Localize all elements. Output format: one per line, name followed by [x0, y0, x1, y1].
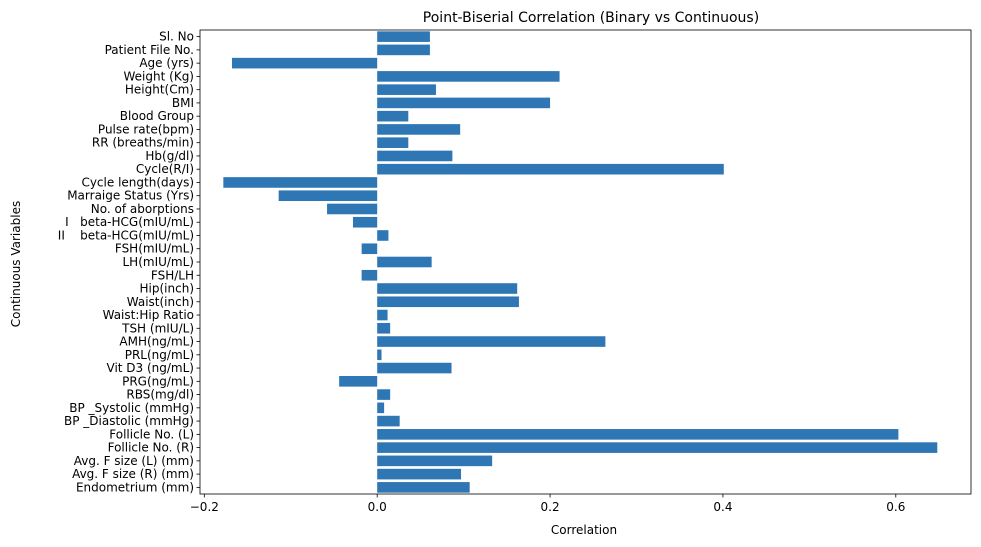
bar-5	[377, 97, 551, 109]
y-tick-label: Avg. F size (R) (mm)	[72, 467, 194, 481]
bar-23	[377, 336, 606, 347]
y-tick-label: Vit D3 (ng/mL)	[107, 361, 195, 375]
y-tick-label: AMH(ng/mL)	[119, 335, 194, 349]
bar-11	[223, 177, 378, 188]
y-tick-label: RBS(mg/dl)	[126, 388, 194, 402]
y-tick-label: Endometrium (mm)	[76, 480, 194, 494]
y-tick-label: BP _Diastolic (mmHg)	[64, 414, 194, 428]
bar-17	[377, 256, 432, 268]
bar-20	[377, 296, 519, 308]
bar-34	[377, 482, 470, 493]
bar-26	[339, 376, 378, 387]
y-tick-label: LH(mIU/mL)	[122, 255, 194, 269]
bar-3	[377, 71, 560, 82]
bar-16	[361, 243, 378, 255]
x-tick-label: 0.6	[886, 500, 905, 514]
x-tick-label: 0.0	[368, 500, 387, 514]
bars-layer	[223, 31, 938, 493]
y-tick-label: Follicle No. (R)	[108, 441, 194, 455]
y-tick-label: II beta-HCG(mIU/mL)	[58, 228, 194, 242]
x-tick-label: −0.2	[190, 500, 219, 514]
x-axis: −0.2 0.0 0.2 0.4 0.6	[190, 494, 905, 514]
y-tick-label: Cycle(R/I)	[136, 162, 194, 176]
y-tick-label: Sl. No	[159, 30, 194, 44]
y-tick-label: Follicle No. (L)	[109, 427, 194, 441]
y-tick-label: Marraige Status (Yrs)	[67, 189, 194, 203]
bar-19	[377, 283, 518, 294]
bar-30	[377, 429, 899, 440]
bar-25	[377, 362, 452, 374]
y-axis-title: Continuous Variables	[9, 201, 23, 327]
bar-31	[377, 442, 938, 453]
bar-29	[377, 415, 400, 427]
y-tick-label: PRL(ng/mL)	[125, 348, 194, 362]
y-tick-label: FSH/LH	[151, 268, 194, 282]
bar-24	[377, 349, 382, 361]
plot-frame	[199, 29, 972, 495]
bar-12	[278, 190, 378, 202]
bar-1	[377, 44, 430, 56]
y-tick-label: Patient File No.	[105, 43, 194, 57]
chart-title: Point-Biserial Correlation (Binary vs Co…	[423, 10, 759, 26]
bar-7	[377, 124, 461, 135]
bar-14	[352, 216, 378, 228]
bar-27	[377, 389, 391, 400]
bar-4	[377, 84, 436, 95]
bar-10	[377, 163, 724, 175]
y-tick-label: Hb(g/dl)	[145, 149, 194, 163]
bar-22	[377, 322, 391, 334]
bar-32	[377, 455, 493, 467]
y-tick-label: PRG(ng/mL)	[122, 374, 194, 388]
bar-21	[377, 309, 388, 321]
plot-border	[199, 29, 972, 495]
bar-9	[377, 150, 453, 162]
x-axis-title: Correlation	[551, 523, 617, 537]
y-tick-label: Height(Cm)	[125, 83, 194, 97]
bar-18	[361, 269, 378, 281]
y-tick-label: FSH(mIU/mL)	[115, 242, 194, 256]
y-tick-label: Age (yrs)	[139, 56, 194, 70]
bar-8	[377, 137, 409, 148]
bar-15	[377, 230, 389, 241]
x-tick-label: 0.4	[713, 500, 732, 514]
y-tick-label: BMI	[172, 96, 194, 110]
y-tick-label: No. of aborptions	[91, 202, 194, 216]
bar-2	[231, 57, 378, 69]
y-tick-label: Blood Group	[120, 109, 194, 123]
bar-28	[377, 402, 385, 414]
y-tick-label: Cycle length(days)	[81, 175, 194, 189]
bar-13	[327, 203, 378, 215]
y-tick-label: TSH (mIU/L)	[121, 321, 194, 335]
y-tick-label: BP _Systolic (mmHg)	[69, 401, 194, 415]
y-tick-label: Weight (Kg)	[124, 69, 194, 83]
y-tick-label: Hip(inch)	[140, 282, 194, 296]
y-tick-label: Waist:Hip Ratio	[103, 308, 194, 322]
y-tick-label: Waist(inch)	[127, 295, 194, 309]
y-tick-label: Pulse rate(bpm)	[98, 122, 194, 136]
bar-33	[377, 468, 462, 480]
bar-0	[377, 31, 430, 42]
y-tick-label: I beta-HCG(mIU/mL)	[65, 215, 194, 229]
y-tick-label: Avg. F size (L) (mm)	[74, 454, 194, 468]
x-tick-label: 0.2	[541, 500, 560, 514]
bar-6	[377, 110, 409, 122]
y-tick-label: RR (breaths/min)	[92, 136, 194, 150]
